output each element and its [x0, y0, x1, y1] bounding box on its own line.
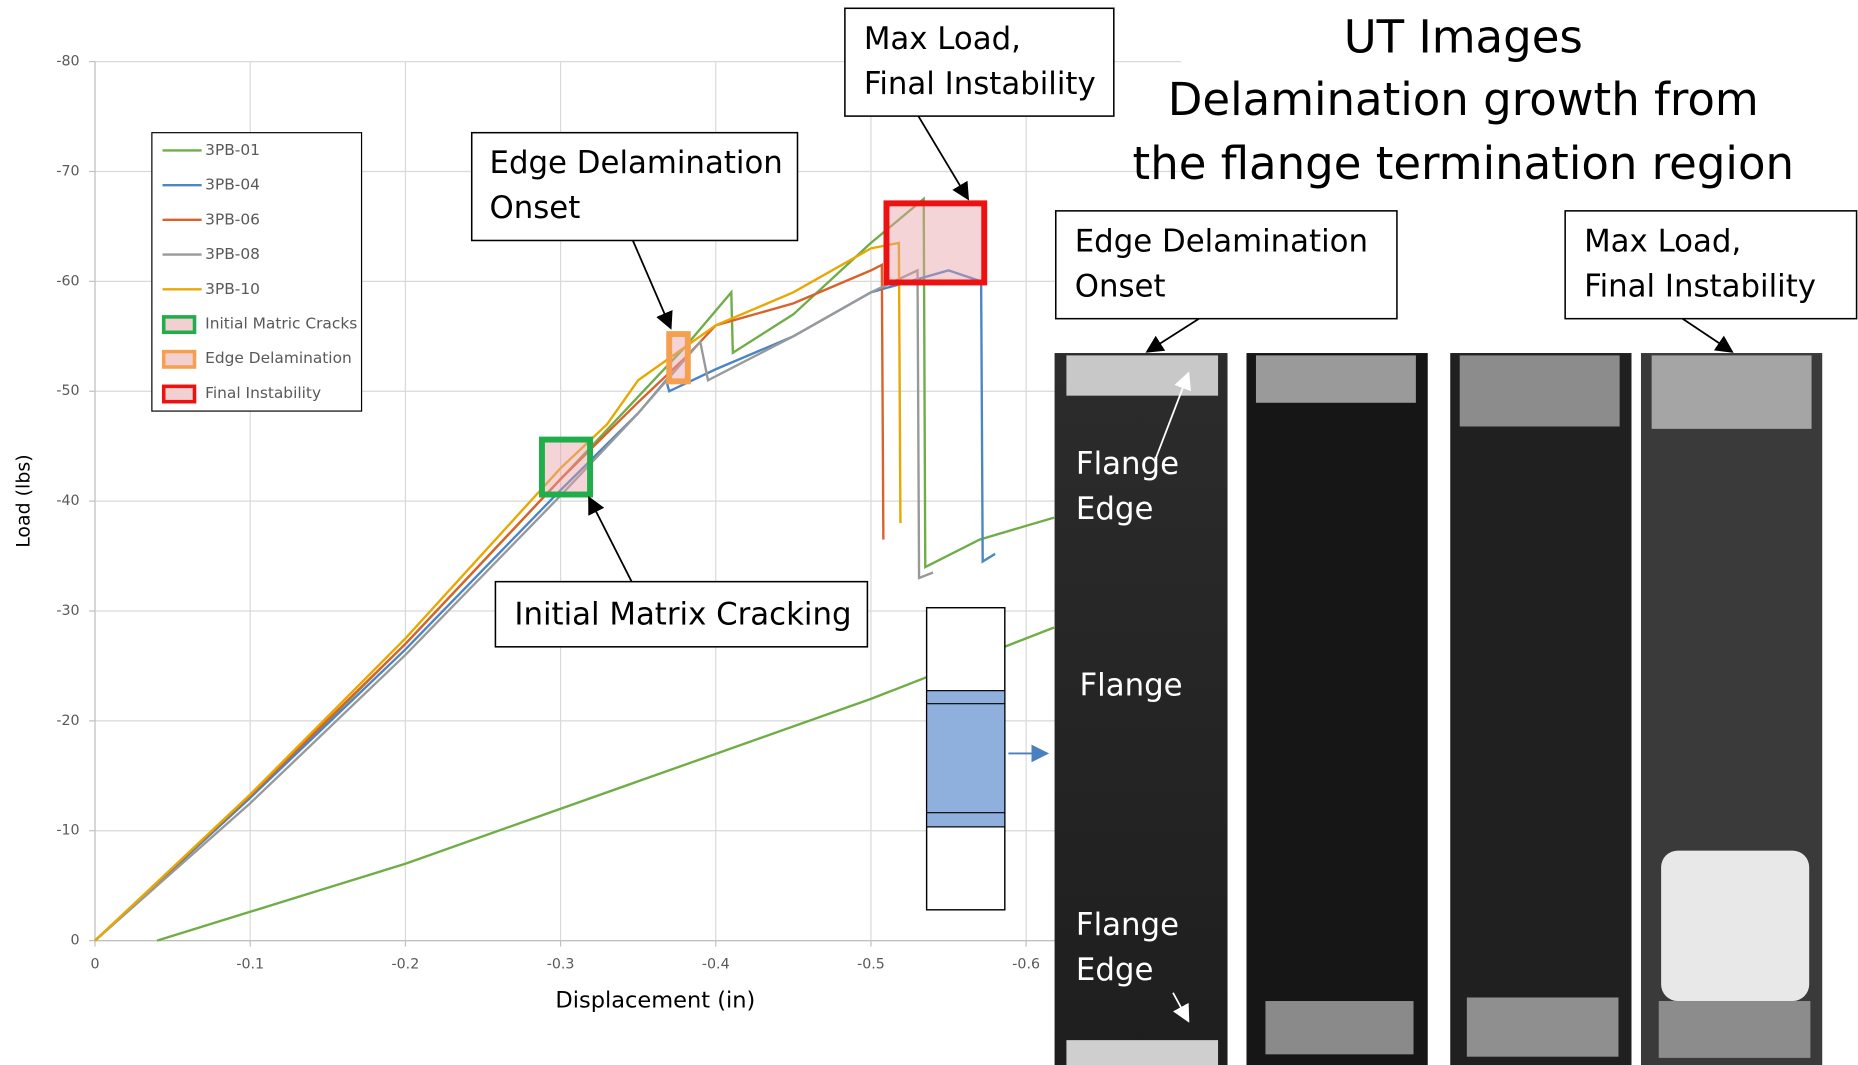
callout-text: Edge Delamination: [1075, 223, 1368, 259]
x-tick-label: -0.2: [392, 956, 420, 972]
legend-box: [152, 133, 362, 411]
legend-label: Edge Delamination: [205, 349, 352, 367]
annotation-text: Initial Matrix Cracking: [514, 597, 851, 633]
page: 0 -10 -20 -30 -40 -50 -60 -70 -80 0 -0.1 -0.2 -0.3 -0…: [0, 0, 1858, 1065]
x-tick-label: -0.1: [236, 956, 264, 972]
annotation-text: Edge Delamination: [489, 145, 782, 181]
annotation-text: Max Load,: [864, 21, 1021, 57]
image-label: Edge: [1076, 491, 1154, 527]
x-axis-title: Displacement (in): [555, 988, 755, 1014]
annotation-text: Onset: [489, 190, 580, 226]
y-tick-label: -20: [56, 713, 79, 729]
highlight-region: [886, 203, 984, 282]
annotation: Initial Matrix Cracking: [495, 498, 867, 647]
y-tick-label: -50: [56, 383, 79, 399]
legend-label: Final Instability: [205, 384, 321, 402]
callout: Edge Delamination Onset: [1056, 211, 1397, 352]
panel-title: the flange termination region: [1133, 137, 1794, 190]
y-tick-label: -70: [56, 163, 79, 179]
x-tick-label: -0.4: [702, 956, 730, 972]
y-tick-label: -80: [56, 54, 79, 70]
legend-label: 3PB-06: [205, 210, 260, 228]
image-label: Flange: [1076, 907, 1179, 943]
y-tick-label: -10: [56, 823, 79, 839]
annotation: Max Load, Final Instability: [845, 8, 1114, 199]
callout-text: Onset: [1075, 268, 1166, 304]
legend-label: Initial Matric Cracks: [205, 315, 357, 333]
y-tick-label: 0: [71, 933, 80, 949]
image-label: Flange: [1076, 446, 1179, 482]
x-tick-label: -0.3: [547, 956, 575, 972]
legend-swatch: [164, 352, 195, 367]
panel-title: Delamination growth from: [1168, 73, 1759, 126]
x-tick-label: -0.6: [1012, 956, 1040, 972]
legend-label: 3PB-08: [205, 245, 260, 263]
legend-label: 3PB-04: [205, 176, 260, 194]
legend-swatch: [164, 386, 195, 401]
x-tick-label: 0: [90, 956, 99, 972]
x-tick-label: -0.5: [857, 956, 885, 972]
y-tick-label: -40: [56, 493, 79, 509]
legend-label: 3PB-10: [205, 280, 260, 298]
y-tick-label: -30: [56, 603, 79, 619]
callout: Max Load, Final Instability: [1565, 211, 1856, 352]
callout-text: Final Instability: [1584, 268, 1816, 304]
highlight-region: [542, 440, 590, 495]
image-label: Edge: [1076, 952, 1154, 988]
y-axis-title: Load (lbs): [12, 454, 34, 547]
legend-swatch: [164, 317, 195, 332]
annotation-text: Final Instability: [864, 66, 1096, 102]
highlight-region: [669, 334, 688, 381]
annotation: Edge Delamination Onset: [472, 133, 798, 328]
specimen-schematic: [927, 608, 1048, 910]
y-tick-label: -60: [56, 273, 79, 289]
image-label: Flange: [1079, 668, 1182, 704]
callout-text: Max Load,: [1584, 223, 1741, 259]
panel-title: UT Images: [1344, 10, 1583, 63]
legend-label: 3PB-01: [205, 141, 260, 159]
